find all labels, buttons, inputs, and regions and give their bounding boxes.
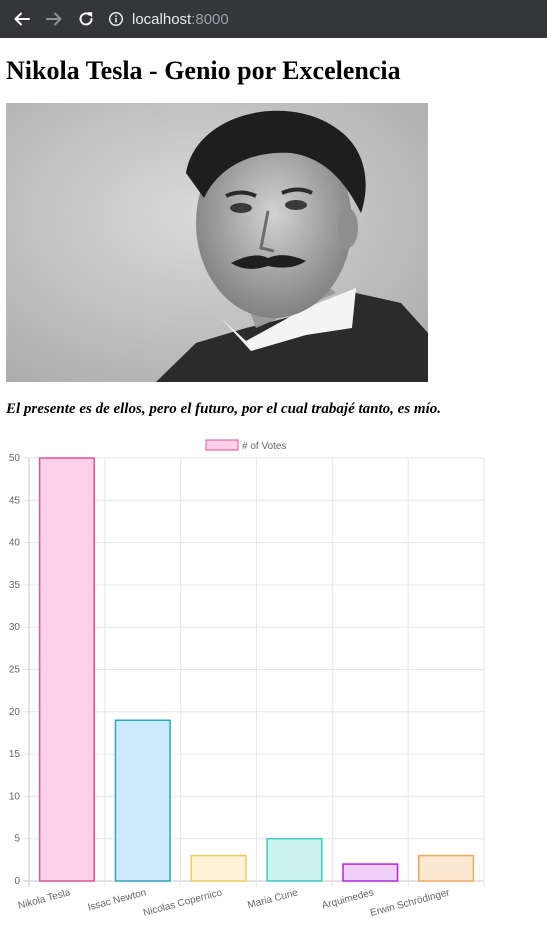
y-tick-label: 20: [9, 707, 21, 718]
y-axis-ticks: 0 5 10 15 20 25 30 35 40 45 50: [9, 453, 21, 887]
chart-bars: [38, 457, 475, 882]
legend-swatch: [205, 439, 239, 451]
url-text: localhost:8000: [132, 11, 229, 28]
quote-text: El presente es de ellos, pero el futuro,…: [6, 401, 441, 417]
x-tick-label: Issac Newton: [87, 887, 148, 913]
info-icon: [108, 11, 124, 27]
y-tick-label: 40: [9, 538, 21, 549]
bar-0[interactable]: [38, 457, 95, 882]
x-tick-label: Erwin Schrödinger: [369, 887, 451, 919]
url-host: localhost: [132, 10, 192, 28]
bar-3[interactable]: [266, 837, 323, 882]
y-tick-label: 25: [9, 665, 21, 676]
x-tick-label: Nikola Tesla: [17, 887, 72, 912]
legend-label: # of Votes: [242, 441, 286, 452]
tesla-portrait: [6, 103, 428, 382]
y-tick-label: 5: [14, 834, 20, 845]
bar-1[interactable]: [114, 719, 171, 882]
page-title: Nikola Tesla - Genio por Excelencia: [6, 56, 401, 85]
votes-bar-chart: 0 5 10 15 20 25 30 35 40 45 50 Nikola Tesla Issac N…: [9, 439, 485, 919]
bar-2[interactable]: [190, 854, 247, 882]
y-tick-label: 50: [9, 453, 21, 464]
x-tick-label: Nicolas Copernico: [142, 887, 224, 919]
y-tick-label: 10: [9, 791, 21, 802]
url-port: :8000: [191, 10, 229, 28]
x-tick-label: Maria Curie: [246, 887, 299, 911]
address-bar[interactable]: localhost:8000: [108, 4, 540, 34]
y-tick-label: 0: [14, 876, 20, 887]
back-button[interactable]: [11, 8, 33, 30]
reload-button[interactable]: [75, 8, 97, 30]
x-tick-label: Arquimedes: [321, 887, 375, 911]
y-tick-label: 45: [9, 495, 21, 506]
chart-grid: [23, 457, 485, 887]
bar-5[interactable]: [418, 854, 475, 882]
bar-4[interactable]: [342, 863, 399, 882]
browser-toolbar: localhost:8000: [0, 0, 547, 38]
y-tick-label: 15: [9, 749, 21, 760]
chart-legend[interactable]: # of Votes: [205, 439, 286, 452]
y-tick-label: 30: [9, 622, 21, 633]
arrow-left-icon: [14, 12, 30, 26]
forward-button[interactable]: [43, 8, 65, 30]
y-tick-label: 35: [9, 580, 21, 591]
arrow-right-icon: [46, 12, 62, 26]
reload-icon: [79, 12, 93, 26]
